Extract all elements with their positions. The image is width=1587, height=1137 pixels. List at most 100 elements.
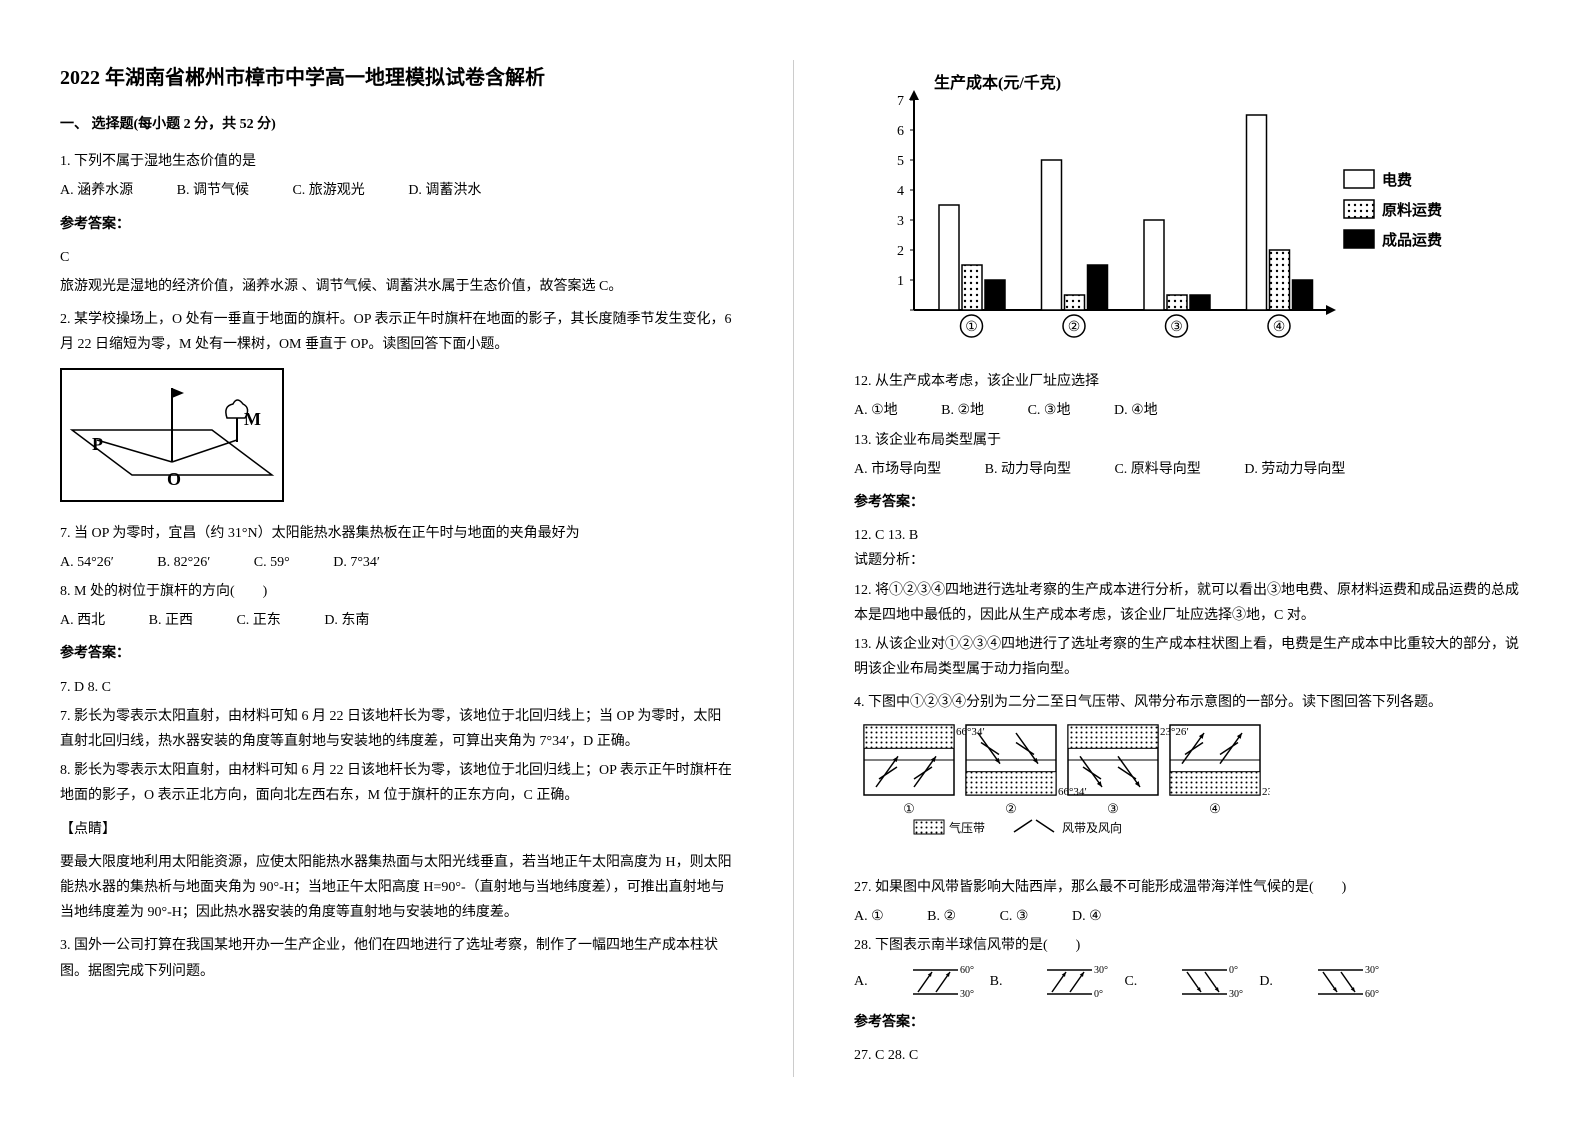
svg-text:30°: 30° [1229,989,1243,1000]
svg-text:成品运费: 成品运费 [1382,231,1442,249]
svg-text:M: M [244,409,261,429]
q3-analysis-label: 试题分析： [854,548,1527,573]
svg-text:风带及风向: 风带及风向 [1062,820,1122,835]
q4-27-a: A. ① [854,904,884,929]
svg-text:60°: 60° [1365,989,1379,1000]
svg-text:气压带: 气压带 [949,820,985,835]
q2-sub7-options: A. 54°26′ B. 82°26′ C. 59° D. 7°34′ [60,550,733,575]
q3-sub13-options: A. 市场导向型 B. 动力导向型 C. 原料导向型 D. 劳动力导向型 [854,457,1527,482]
pressure-belt-diagram-svg: 66°34′①66°34′②23°26′③23°26′④气压带风带及风向 [854,715,1270,865]
q3-13-d: D. 劳动力导向型 [1244,457,1345,482]
q4-28-opt-1: B. 30°0° [990,962,1113,1002]
q2-answers: 7. D 8. C [60,675,733,700]
svg-text:电费: 电费 [1382,171,1412,189]
q3-answer-label: 参考答案： [854,490,1527,515]
svg-text:②: ② [1068,320,1081,335]
q2-stem: 2. 某学校操场上，O 处有一垂直于地面的旗杆。OP 表示正午时旗杆在地面的影子… [60,307,733,357]
q1-options: A. 涵养水源 B. 调节气候 C. 旅游观光 D. 调蓄洪水 [60,178,733,203]
svg-text:1: 1 [897,274,904,289]
q2-7-d: D. 7°34′ [333,550,380,575]
q4-answer-label: 参考答案： [854,1010,1527,1035]
q1-opt-a: A. 涵养水源 [60,178,133,203]
svg-text:23°26′: 23°26′ [1262,786,1270,798]
q4-28-opt-0: A. 60°30° [854,962,978,1002]
q4-sub27-stem: 27. 如果图中风带皆影响大陆西岸，那么最不可能形成温带海洋性气候的是( ) [854,875,1527,900]
q4-answers: 27. C 28. C [854,1043,1527,1068]
q1-opt-b: B. 调节气候 [177,178,249,203]
svg-text:①: ① [903,801,915,816]
q2-8-a: A. 西北 [60,608,105,633]
q2-8-c: C. 正东 [236,608,280,633]
q2-7-b: B. 82°26′ [157,550,210,575]
q2-exp8: 8. 影长为零表示太阳直射，由材料可知 6 月 22 日该地杆长为零，该地位于北… [60,758,733,808]
q4-sub27-options: A. ① B. ② C. ③ D. ④ [854,904,1527,929]
page-title: 2022 年湖南省郴州市樟市中学高一地理模拟试卷含解析 [60,60,733,96]
q3-13-a: A. 市场导向型 [854,457,941,482]
q4-28-opt-2: C. 0°30° [1124,962,1247,1002]
q4-stem: 4. 下图中①②③④分别为二分二至日气压带、风带分布示意图的一部分。读下图回答下… [854,690,1527,715]
svg-text:30°: 30° [1365,965,1379,976]
svg-text:P: P [92,434,103,454]
svg-text:0°: 0° [1094,989,1103,1000]
question-1: 1. 下列不属于湿地生态价值的是 A. 涵养水源 B. 调节气候 C. 旅游观光… [60,149,733,299]
svg-text:①: ① [965,320,978,335]
section-header: 一、 选择题(每小题 2 分，共 52 分) [60,112,733,137]
flag-diagram-svg: P O M [62,370,282,500]
question-2: 2. 某学校操场上，O 处有一垂直于地面的旗杆。OP 表示正午时旗杆在地面的影子… [60,307,733,925]
q2-exp7: 7. 影长为零表示太阳直射，由材料可知 6 月 22 日该地杆长为零，该地位于北… [60,704,733,754]
q1-answer-label: 参考答案： [60,212,733,237]
svg-text:④: ④ [1209,801,1221,816]
q1-explanation: 旅游观光是湿地的经济价值，涵养水源 、调节气候、调蓄洪水属于生态价值，故答案选 … [60,274,733,299]
q2-sub8-options: A. 西北 B. 正西 C. 正东 D. 东南 [60,608,733,633]
q3-stem: 3. 国外一公司打算在我国某地开办一生产企业，他们在四地进行了选址考察，制作了一… [60,933,733,983]
q4-27-c: C. ③ [1000,904,1029,929]
q1-answer: C [60,245,733,270]
q3-sub13-stem: 13. 该企业布局类型属于 [854,428,1527,453]
cost-bar-chart-svg: 生产成本(元/千克)1234567①②③④电费原料运费成品运费 [854,70,1504,350]
question-3-subs: 12. 从生产成本考虑，该企业厂址应选择 A. ①地 B. ②地 C. ③地 D… [854,369,1527,682]
svg-text:②: ② [1005,801,1017,816]
column-divider [793,60,794,1077]
svg-text:④: ④ [1273,320,1286,335]
q2-diagram: P O M [60,368,284,502]
q3-sub12-stem: 12. 从生产成本考虑，该企业厂址应选择 [854,369,1527,394]
q3-answers: 12. C 13. B [854,523,1527,548]
svg-text:③: ③ [1107,801,1119,816]
q3-13-b: B. 动力导向型 [985,457,1071,482]
q4-27-b: B. ② [927,904,956,929]
svg-text:66°34′: 66°34′ [1058,786,1087,798]
svg-text:7: 7 [897,94,904,109]
q3-chart: 生产成本(元/千克)1234567①②③④电费原料运费成品运费 [854,70,1527,359]
q2-7-c: C. 59° [254,550,290,575]
q4-sub28-options: A. 60°30°B. 30°0°C. 0°30°D. 30°60° [854,962,1527,1002]
q2-7-a: A. 54°26′ [60,550,114,575]
q4-27-d: D. ④ [1072,904,1102,929]
svg-text:生产成本(元/千克): 生产成本(元/千克) [934,73,1061,92]
svg-text:6: 6 [897,124,904,139]
q2-8-d: D. 东南 [324,608,369,633]
svg-text:30°: 30° [1094,965,1108,976]
svg-text:60°: 60° [960,965,974,976]
svg-text:3: 3 [897,214,904,229]
svg-text:2: 2 [897,244,904,259]
q4-diagram: 66°34′①66°34′②23°26′③23°26′④气压带风带及风向 [854,715,1527,874]
q3-12-b: B. ②地 [941,398,984,423]
q3-sub12-options: A. ①地 B. ②地 C. ③地 D. ④地 [854,398,1527,423]
right-column: 生产成本(元/千克)1234567①②③④电费原料运费成品运费 12. 从生产成… [834,60,1547,1077]
q1-opt-c: C. 旅游观光 [292,178,364,203]
svg-text:23°26′: 23°26′ [1160,726,1189,738]
q3-exp12: 12. 将①②③④四地进行选址考察的生产成本进行分析，就可以看出③地电费、原材料… [854,578,1527,628]
svg-text:O: O [167,469,181,489]
question-3-stem: 3. 国外一公司打算在我国某地开办一生产企业，他们在四地进行了选址考察，制作了一… [60,933,733,983]
q2-hint-label: 【点睛】 [60,817,733,842]
left-column: 2022 年湖南省郴州市樟市中学高一地理模拟试卷含解析 一、 选择题(每小题 2… [40,60,753,1077]
svg-text:原料运费: 原料运费 [1382,201,1442,219]
q3-12-c: C. ③地 [1028,398,1071,423]
q3-exp13: 13. 从该企业对①②③④四地进行了选址考察的生产成本柱状图上看，电费是生产成本… [854,632,1527,682]
q2-sub7-stem: 7. 当 OP 为零时，宜昌（约 31°N）太阳能热水器集热板在正午时与地面的夹… [60,521,733,546]
q4-sub28-stem: 28. 下图表示南半球信风带的是( ) [854,933,1527,958]
q3-13-c: C. 原料导向型 [1114,457,1200,482]
q3-12-d: D. ④地 [1114,398,1158,423]
question-4: 4. 下图中①②③④分别为二分二至日气压带、风带分布示意图的一部分。读下图回答下… [854,690,1527,1068]
svg-text:30°: 30° [960,989,974,1000]
